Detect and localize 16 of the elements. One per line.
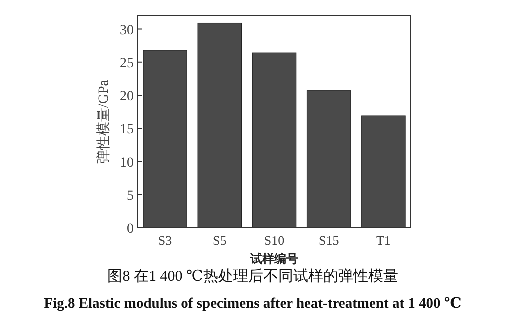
y-axis-title: 弹性模量/GPa bbox=[96, 79, 112, 164]
y-tick-label: 0 bbox=[127, 222, 134, 237]
caption: Fig.8 Elastic modulus of specimens after heat-treatment at 1 400 ℃ bbox=[44, 296, 462, 312]
x-tick-label: S10 bbox=[264, 233, 285, 248]
y-tick-label: 30 bbox=[120, 23, 134, 38]
y-tick-label: 20 bbox=[120, 90, 134, 104]
caption: 图8 在1 400 ℃热处理后不同试样的弹性模量 bbox=[108, 268, 398, 285]
x-tick-label: S15 bbox=[318, 233, 340, 248]
x-tick-label: S5 bbox=[213, 233, 227, 248]
y-tick-label: 10 bbox=[120, 156, 134, 171]
x-tick-label: T1 bbox=[376, 233, 391, 248]
x-axis-title: 试样编号 bbox=[250, 252, 298, 266]
y-tick-label: 5 bbox=[127, 188, 134, 204]
y-tick-label: 15 bbox=[120, 122, 134, 138]
x-tick-label: S3 bbox=[158, 233, 172, 248]
y-tick-label: 25 bbox=[120, 56, 134, 72]
